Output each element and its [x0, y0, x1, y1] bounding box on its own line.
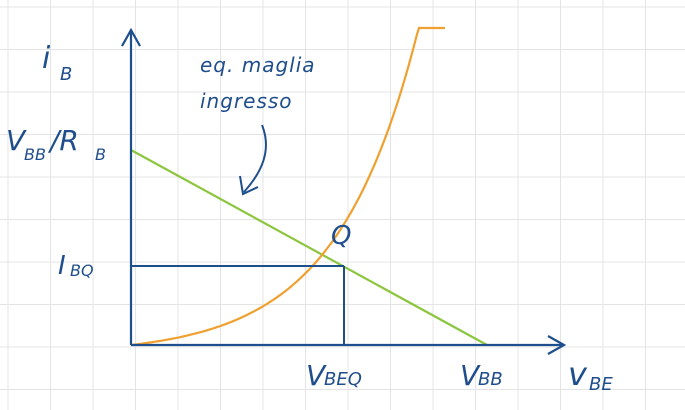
vbeq-label-subscript: BEQ — [324, 369, 362, 390]
vbb-label-subscript: BB — [478, 369, 503, 390]
vbb-over-rb-mid: /R — [47, 124, 79, 157]
x-axis-arrow-icon — [547, 335, 567, 355]
vbb-over-rb-label: V — [6, 124, 27, 157]
x-axis-label: v — [568, 355, 588, 393]
diode-curve — [130, 26, 445, 347]
q-point-label: Q — [331, 221, 351, 251]
vbb-over-rb-sub1: BB — [24, 145, 46, 164]
vbeq-label: V — [306, 359, 327, 392]
vbb-label: V — [460, 359, 481, 392]
load-line — [130, 149, 488, 346]
ibq-label: I — [58, 251, 66, 281]
y-axis-label: i — [42, 41, 51, 76]
note-line-2: ingresso — [200, 89, 293, 113]
y-axis-label-subscript: B — [60, 64, 72, 85]
note-line-1: eq. maglia — [200, 53, 316, 77]
ibq-label-subscript: BQ — [70, 261, 94, 280]
annotation-arrowhead-icon — [239, 175, 259, 196]
x-axis-label-subscript: BE — [589, 374, 613, 395]
vbb-over-rb-sub2: B — [95, 145, 106, 164]
y-axis-arrow-icon — [121, 27, 141, 47]
annotation-arrow — [243, 124, 267, 193]
